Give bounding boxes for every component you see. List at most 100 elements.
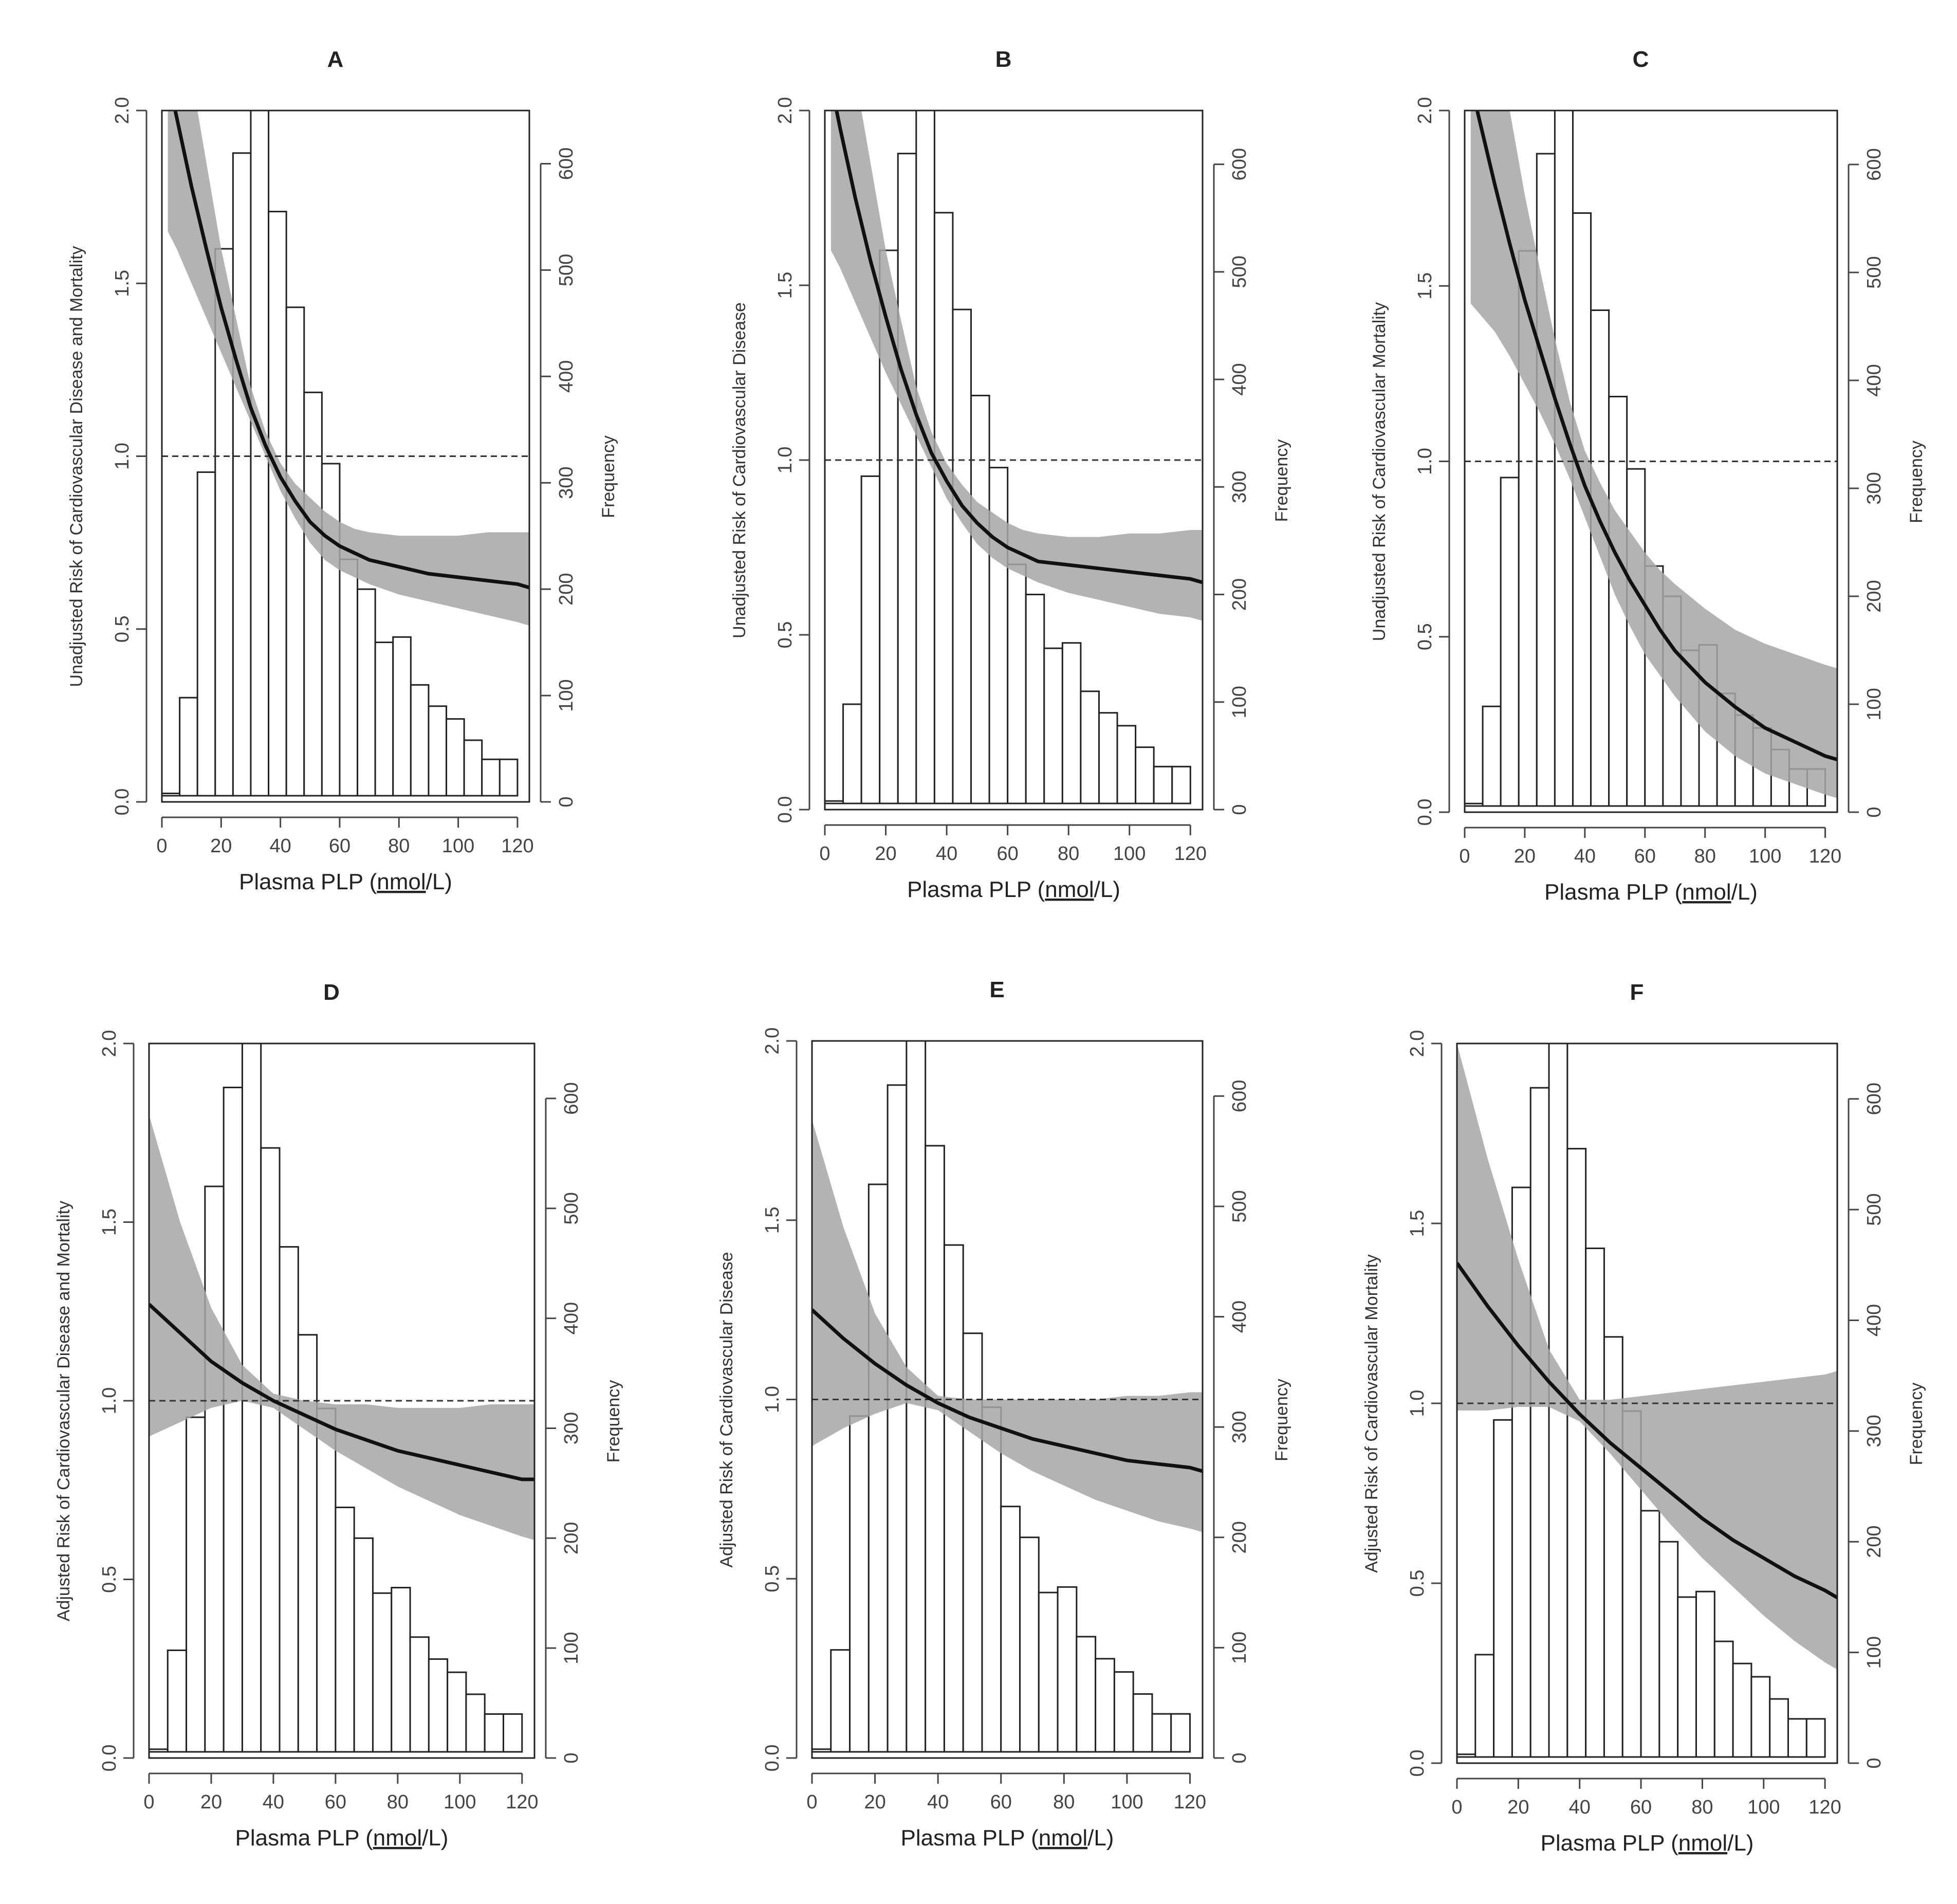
histogram-bar — [484, 1713, 505, 1753]
histogram-bar — [161, 792, 181, 797]
histogram-bar — [824, 800, 844, 804]
histogram-bar — [1787, 1718, 1807, 1758]
y-tick-label: 0.5 — [1414, 623, 1436, 650]
histogram-bar — [1043, 647, 1063, 804]
histogram — [161, 109, 519, 797]
histogram-bar — [1170, 1713, 1191, 1753]
y-axis-right: 0 100 200 300 400 500 600 — [1848, 148, 1885, 818]
y2-axis-title: Frequency — [1272, 1379, 1291, 1461]
y2-tick-label: 600 — [1863, 148, 1885, 180]
y2-axis-title: Frequency — [599, 435, 618, 518]
y2-tick-label: 500 — [556, 254, 577, 286]
x-tick-label: 100 — [442, 835, 474, 857]
x-tick-label: 100 — [1111, 1791, 1143, 1813]
y2-tick-label: 0 — [1229, 1752, 1250, 1763]
histogram-bar — [372, 1592, 393, 1753]
histogram-bar — [428, 1658, 449, 1753]
y-axis-right: 0 100 200 300 400 500 600 — [1848, 1083, 1885, 1769]
y-axis-left: 0.0 0.5 1.0 1.5 2.0 — [762, 1028, 798, 1771]
histogram-bar — [1566, 1148, 1587, 1758]
histogram-bar — [186, 1416, 206, 1753]
y2-tick-label: 300 — [1863, 1415, 1885, 1447]
y-tick-label: 2.0 — [99, 1030, 120, 1057]
y-axis-title: Adjusted Risk of Cardiovascular Disease … — [54, 1201, 73, 1621]
x-axis: 0 20 40 60 80 100 120 — [143, 1772, 539, 1813]
histogram-bar — [1529, 1087, 1550, 1758]
y-tick-label: 0.5 — [774, 621, 796, 649]
x-tick-label: 40 — [1569, 1797, 1591, 1818]
histogram-bar — [842, 703, 862, 804]
x-tick-label: 40 — [927, 1791, 949, 1813]
y2-tick-label: 200 — [561, 1522, 582, 1554]
panel-title: C — [1633, 47, 1649, 72]
y-tick-label: 0.5 — [112, 615, 133, 643]
confidence-band — [1470, 111, 1837, 798]
y2-tick-label: 500 — [1229, 1190, 1250, 1222]
y-tick-label: 1.5 — [99, 1209, 120, 1236]
y-tick-label: 1.5 — [1407, 1210, 1428, 1237]
x-axis: 0 20 40 60 80 100 120 — [819, 824, 1207, 865]
histogram-bar — [1019, 1536, 1040, 1753]
y2-axis-title: Frequency — [1272, 440, 1291, 522]
x-tick-label: 20 — [864, 1791, 885, 1813]
histogram-bar — [1076, 1636, 1097, 1753]
x-tick-label: 100 — [1749, 846, 1781, 867]
panel-d: 0 20 40 60 80 100 120 0.0 0.5 1.0 1.5 2.0 0 100 200 300… — [54, 980, 623, 1851]
x-tick-label: 80 — [388, 835, 410, 857]
y-tick-label: 1.0 — [1407, 1390, 1428, 1417]
x-tick-label: 120 — [501, 835, 533, 857]
histogram-bar — [447, 1671, 467, 1753]
risk-curve — [835, 111, 1203, 584]
histogram-bar — [446, 718, 465, 797]
x-tick-label: 20 — [200, 1791, 222, 1813]
y2-tick-label: 500 — [1229, 255, 1250, 288]
x-tick-label: 20 — [1507, 1797, 1529, 1818]
y-tick-label: 0.0 — [112, 789, 133, 816]
histogram-bar — [1135, 746, 1155, 804]
panel-f: 0 20 40 60 80 100 120 0.0 0.5 1.0 1.5 2.0 0 100 200 300… — [1362, 980, 1926, 1856]
histogram-bar — [1095, 1658, 1115, 1753]
histogram-bar — [374, 642, 394, 797]
x-tick-label: 0 — [143, 1791, 154, 1813]
y2-tick-label: 400 — [1863, 1304, 1885, 1337]
x-tick-label: 60 — [1634, 846, 1656, 867]
x-axis: 0 20 40 60 80 100 120 — [156, 816, 534, 857]
risk-curve — [1475, 111, 1837, 761]
x-tick-label: 20 — [1514, 846, 1536, 867]
histogram-bar — [925, 1145, 945, 1753]
plot-frame — [161, 109, 530, 803]
histogram-bar — [887, 1084, 908, 1753]
histogram-bar — [1585, 1247, 1605, 1758]
panel-title: E — [989, 977, 1004, 1002]
y-tick-label: 1.0 — [99, 1387, 120, 1415]
histogram-bar — [1713, 1640, 1734, 1758]
y-axis-left: 0.0 0.5 1.0 1.5 2.0 — [1407, 1030, 1443, 1777]
x-axis-title: Plasma PLP (nmol/L) — [907, 877, 1120, 902]
x-tick-label: 80 — [1694, 846, 1716, 867]
histogram-bar — [962, 1332, 983, 1753]
y2-tick-label: 0 — [1863, 807, 1885, 817]
y-tick-label: 2.0 — [1407, 1030, 1428, 1057]
y2-tick-label: 200 — [556, 573, 577, 605]
histogram-bar — [1750, 1676, 1771, 1758]
y2-tick-label: 400 — [561, 1302, 582, 1334]
y-tick-label: 2.0 — [762, 1028, 783, 1055]
y-axis-title: Adjusted Risk of Cardiovascular Disease — [717, 1252, 736, 1567]
x-axis-title: Plasma PLP (nmol/L) — [235, 1825, 449, 1851]
panel-e: 0 20 40 60 80 100 120 0.0 0.5 1.0 1.5 2.0 0 100 200 300… — [717, 977, 1291, 1851]
histogram-bar — [811, 1748, 832, 1753]
y2-tick-label: 600 — [1863, 1083, 1885, 1115]
panel-title: F — [1630, 980, 1644, 1005]
x-tick-label: 100 — [1747, 1797, 1780, 1818]
y-tick-label: 0.0 — [99, 1745, 120, 1772]
risk-curve — [173, 111, 529, 590]
y-tick-label: 0.0 — [1407, 1750, 1428, 1777]
y-tick-label: 0.5 — [99, 1566, 120, 1593]
histogram — [824, 109, 1191, 804]
histogram-bar — [830, 1649, 851, 1753]
y-tick-label: 1.0 — [762, 1386, 783, 1413]
histogram-bar — [1732, 1662, 1752, 1758]
x-tick-label: 0 — [156, 835, 167, 857]
y2-tick-label: 200 — [1863, 1526, 1885, 1558]
